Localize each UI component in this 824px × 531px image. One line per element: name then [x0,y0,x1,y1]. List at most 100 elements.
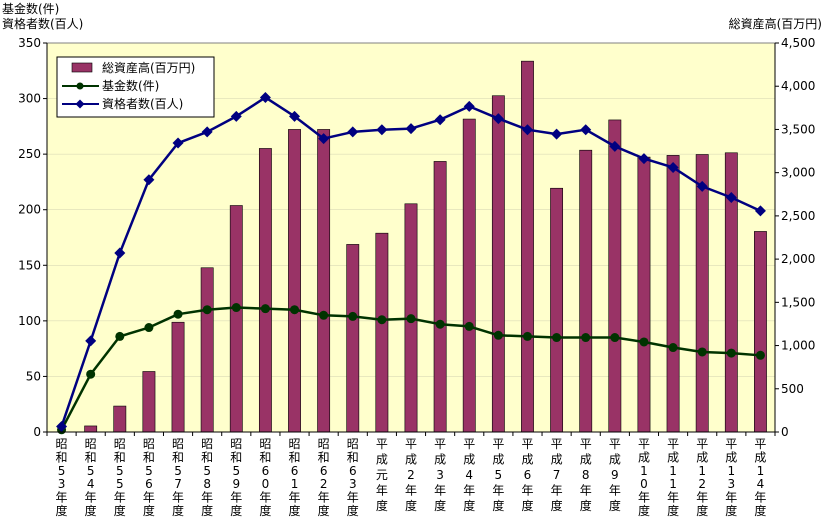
members-point [56,420,68,432]
left-tick-label: 300 [18,92,41,106]
members-point [521,124,533,136]
members-point [492,113,504,125]
funds-point [144,323,154,333]
members-point [376,124,388,136]
category-label: 昭和 5 4 年度 [85,437,97,518]
bar [317,129,331,433]
members-point [754,205,766,217]
members-point [405,123,417,135]
members-point [696,180,708,192]
category-label: 平成 1 2 年度 [696,437,708,518]
right-tick-label: 4,500 [781,36,815,50]
bar [200,267,214,433]
funds-point [290,305,300,315]
bar [171,321,185,433]
bar [550,187,564,433]
funds-point [319,310,329,320]
line-series [56,91,766,435]
members-point [259,91,271,103]
category-label: 平成 7 年度 [551,437,563,513]
funds-point [406,314,416,324]
right-tick-label: 3,500 [781,122,815,136]
funds-point [581,333,591,343]
right-axis-ticks: 0 500 1,000 1,500 2,000 2,500 3,000 3,500 4,000 4… [775,36,815,439]
legend-marker-funds [76,82,84,90]
members-point [230,110,242,122]
bar [754,231,767,433]
funds-point [464,321,474,331]
funds-point [755,350,765,360]
funds-point [86,369,96,379]
axes [46,43,776,433]
category-label: 平成 4 年度 [463,437,475,513]
funds-point [435,319,445,329]
funds-point [726,348,736,358]
category-label: 昭和 6 1 年度 [289,437,301,518]
bar [229,205,243,433]
members-point [434,114,446,126]
legend-marker-members [75,99,85,109]
left-tick-label: 250 [18,147,41,161]
members-point [201,126,213,138]
members-point [580,124,592,136]
left-tick-label: 200 [18,203,41,217]
bar [491,95,505,433]
funds-point [610,333,620,343]
members-point [143,174,155,186]
right-tick-label: 4,000 [781,79,815,93]
category-label: 平成 1 3 年度 [725,437,737,518]
funds-point [202,305,212,315]
members-point [667,161,679,173]
right-tick-label: 3,000 [781,166,815,180]
bar [462,118,476,433]
category-label: 昭和 6 2 年度 [318,437,330,518]
legend-label-funds: 基金数(件) [102,78,159,93]
funds-point [173,309,183,319]
legend: 総資産高(百万円) 基金数(件) 資格者数(百人) [56,56,215,118]
funds-point [348,311,358,321]
members-point [463,100,475,112]
bar [433,161,447,433]
category-label: 平成 9 年度 [609,437,621,513]
funds-point [668,343,678,353]
members-point [85,335,97,347]
right-axis-title: 総資産高(百万円) [729,16,822,31]
members-point [318,133,330,145]
left-axis-ticks: 0 50 100 150 200 250 300 350 [18,36,47,439]
bar [258,148,272,433]
funds-point [115,331,125,341]
funds-point [552,333,562,343]
category-labels: 昭和 5 3 年度 昭和 5 4 年度 昭和 5 5 年度 昭和 5 6 年度 昭和 5 7 年度 昭和 5 8 年度 昭和 5 9… [46,432,776,518]
right-tick-label: 1,500 [781,295,815,309]
category-label: 平成 1 4 年度 [754,437,766,518]
bar [113,405,127,433]
left-tick-label: 50 [26,369,41,383]
bar [84,425,98,433]
funds-point [260,304,270,314]
bar [579,149,593,433]
bar [288,129,301,433]
category-label: 平成 6 年度 [521,437,533,513]
members-point [114,247,126,259]
bar [608,119,622,433]
right-tick-label: 2,000 [781,252,815,266]
legend-label-members: 資格者数(百人) [102,96,183,111]
category-label: 平成 3 年度 [434,437,446,513]
category-label: 昭和 6 0 年度 [259,437,271,518]
left-axis-title-line2: 資格者数(百人) [2,16,83,31]
bar [346,244,360,433]
category-label: 昭和 5 9 年度 [230,437,242,518]
members-point [609,140,621,152]
funds-point [493,330,503,340]
category-label: 昭和 5 7 年度 [172,437,184,518]
members-point [289,110,301,122]
left-tick-label: 100 [18,314,41,328]
category-label: 昭和 6 3 年度 [347,437,359,518]
funds-point [377,315,387,325]
category-label: 平成 8 年度 [580,437,592,513]
category-label: 平成 2 年度 [405,437,417,513]
bar [521,60,534,433]
bar [637,156,651,433]
category-label: 昭和 5 5 年度 [114,437,126,518]
category-label: 平成 5 年度 [492,437,504,513]
